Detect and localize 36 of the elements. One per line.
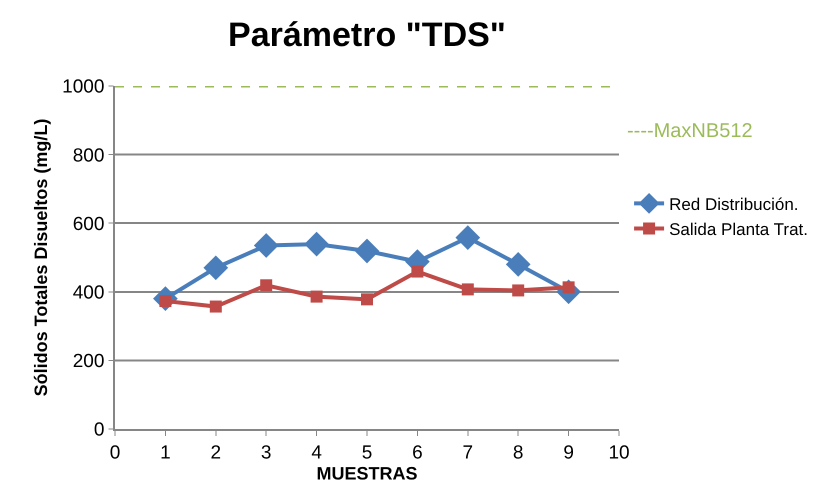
point (304, 232, 329, 256)
point (512, 284, 524, 296)
point (411, 266, 424, 278)
x-tick-label: 2 (210, 442, 222, 464)
x-tick-label: 1 (160, 442, 171, 464)
x-tick-label: 6 (412, 442, 423, 464)
y-tick-label: 800 (72, 145, 104, 166)
x-tick-label: 4 (311, 442, 322, 464)
point (254, 233, 279, 258)
point (455, 225, 480, 250)
legend-label: Red Distribución. (669, 195, 799, 214)
x-tick-label: 0 (110, 442, 120, 464)
x-tick-label: 7 (462, 442, 474, 464)
x-tick-label: 5 (362, 442, 372, 464)
point (203, 255, 228, 280)
point (506, 252, 531, 277)
x-tick-label: 9 (563, 442, 574, 464)
chart-title: Parámetro "TDS" (228, 16, 506, 54)
point (210, 300, 222, 313)
point (462, 283, 474, 296)
y-tick-label: 200 (72, 351, 104, 372)
y-tick-label: 1000 (62, 76, 104, 98)
ref-line-label: ----MaxNB512 (627, 120, 753, 142)
x-axis-title: MUESTRAS (316, 464, 418, 484)
y-axis-title: Sólidos Totales Disueltos (mg/L) (30, 118, 51, 396)
legend-label: Salida Planta Trat. (669, 220, 808, 240)
point (260, 279, 272, 292)
point (361, 293, 373, 306)
point (354, 238, 380, 264)
point (310, 290, 323, 303)
y-tick-label: 400 (72, 282, 104, 304)
y-tick-label: 600 (72, 214, 104, 235)
x-tick-label: 8 (512, 442, 524, 464)
x-tick-label: 3 (260, 442, 272, 464)
x-tick-label: 10 (608, 442, 630, 464)
y-tick-label: 0 (94, 420, 104, 441)
